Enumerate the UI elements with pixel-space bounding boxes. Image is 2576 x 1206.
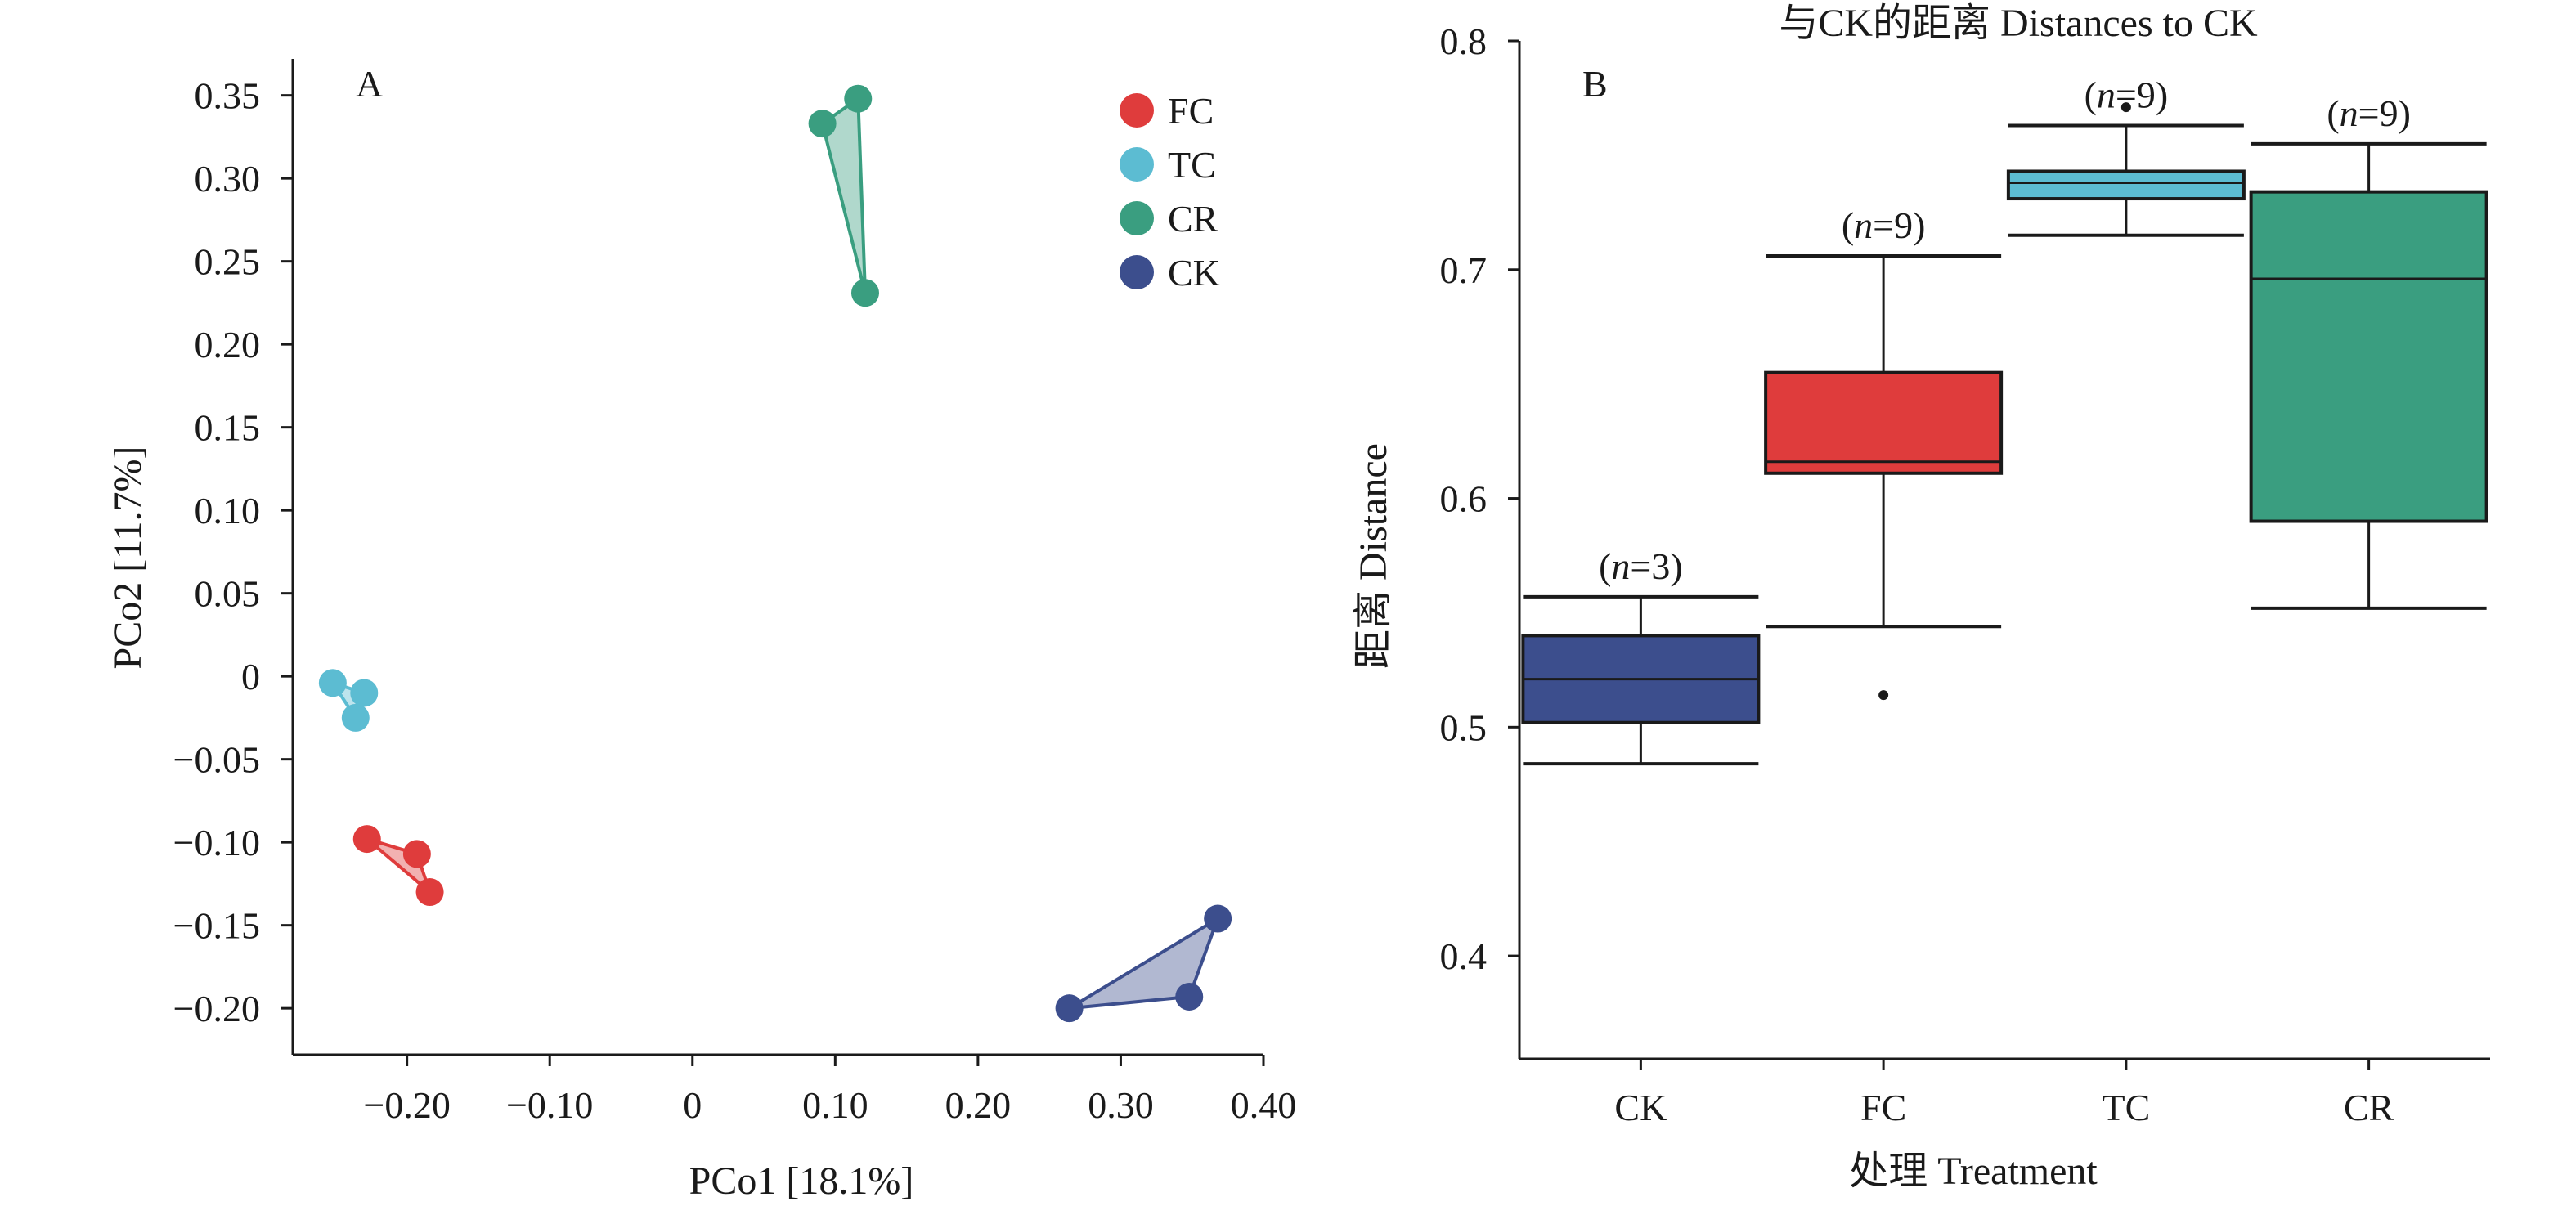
legend-marker-fc [1120, 93, 1154, 128]
chart-title: 与CK的距离 Distances to CK [1779, 2, 2258, 45]
x-tick-label: −0.20 [363, 1084, 450, 1126]
n-label-symbol: n [2340, 92, 2358, 134]
panel-a-pcoa-scatter: −0.20 −0.10 0 0.10 0.20 0.30 0.40 0.35 0.30 0.25 0… [106, 59, 1296, 1203]
point-ck-3 [1204, 904, 1232, 933]
y-tick-label: 0.30 [195, 158, 261, 200]
x-axis-label: PCo1 [18.1%] [689, 1159, 914, 1203]
y-tick-label: 0.4 [1440, 935, 1488, 977]
legend-label-cr: CR [1168, 198, 1218, 240]
box-cr [2249, 190, 2488, 523]
n-label-open-paren: ( [1599, 545, 1611, 587]
x-tick-label-cr: CR [2344, 1087, 2394, 1128]
panel-b-distance-boxplot: (n=3)(n=9)(n=9) (n=9)0.40.50.60.70.8CK FC T… [1352, 2, 2490, 1193]
point-tc-1 [318, 669, 347, 697]
n-label-open-paren: ( [1842, 204, 1854, 246]
y-tick-label: 0.8 [1440, 20, 1488, 62]
n-label-close-paren: ) [2399, 92, 2411, 134]
x-tick-label: 0.40 [1231, 1084, 1297, 1126]
y-tick-label: 0.6 [1440, 478, 1488, 520]
point-cr-2 [844, 84, 873, 113]
n-label-symbol: n [1611, 545, 1630, 587]
point-cr-3 [850, 279, 879, 307]
x-axis-label: 处理 Treatment [1849, 1150, 2098, 1193]
n-label-close-paren: ) [1670, 545, 1682, 587]
hull-cr [820, 96, 867, 295]
y-axis-label: 距离 Distance [1352, 443, 1395, 669]
legend-marker-ck [1120, 255, 1154, 289]
x-tick-label: 0.30 [1088, 1084, 1154, 1126]
box-fc [1764, 370, 2004, 475]
outlier-fc-1 [1878, 690, 1889, 701]
panel-label-a: A [356, 63, 383, 105]
point-tc-3 [341, 703, 370, 732]
n-label-close-paren: ) [1913, 204, 1925, 246]
n-label-value: =9 [2358, 92, 2399, 134]
x-tick-label: −0.10 [506, 1084, 593, 1126]
y-tick-label: 0.10 [195, 490, 261, 531]
y-tick-label: −0.20 [173, 988, 260, 1029]
n-label-open-paren: ( [2085, 74, 2097, 116]
outlier-tc-1 [2120, 102, 2131, 113]
point-cr-1 [808, 110, 837, 138]
point-fc-1 [352, 825, 381, 854]
y-tick-label: 0.35 [195, 75, 261, 117]
y-tick-label: 0 [241, 656, 260, 697]
y-tick-label: 0.5 [1440, 706, 1488, 748]
legend-label-fc: FC [1168, 90, 1214, 132]
legend-label-tc: TC [1168, 144, 1216, 186]
n-label-value: =9 [1873, 204, 1913, 246]
hull-fc [365, 837, 432, 894]
y-tick-label: 0.05 [195, 573, 261, 615]
legend-label-ck: CK [1168, 252, 1220, 294]
n-label-symbol: n [2097, 74, 2116, 116]
y-tick-label: −0.05 [173, 739, 260, 781]
n-label-fc: (n=9) [1842, 204, 1926, 246]
legend-marker-tc [1120, 147, 1154, 182]
x-tick-label: 0 [683, 1084, 702, 1126]
n-label-ck: (n=3) [1599, 545, 1683, 587]
n-label-value: =3 [1630, 545, 1670, 587]
y-tick-label: 0.20 [195, 324, 261, 365]
point-fc-3 [415, 878, 444, 907]
panel-label-b: B [1582, 63, 1608, 105]
x-tick-label: 0.10 [802, 1084, 868, 1126]
point-ck-2 [1175, 982, 1204, 1011]
n-label-cr: (n=9) [2327, 92, 2411, 134]
x-tick-label-fc: FC [1860, 1087, 1906, 1128]
n-label-value: =9 [2116, 74, 2156, 116]
y-tick-label: 0.7 [1440, 249, 1488, 291]
point-ck-1 [1055, 994, 1084, 1023]
n-label-tc: (n=9) [2085, 74, 2169, 116]
x-tick-label-tc: TC [2102, 1087, 2150, 1128]
point-fc-2 [402, 840, 431, 868]
x-tick-label: 0.20 [945, 1084, 1012, 1126]
x-tick-label-ck: CK [1614, 1087, 1667, 1128]
y-tick-label: 0.15 [195, 407, 261, 449]
legend-marker-cr [1120, 201, 1154, 235]
box-tc [2006, 169, 2246, 201]
y-tick-label: −0.15 [173, 905, 260, 947]
n-label-symbol: n [1854, 204, 1873, 246]
n-label-open-paren: ( [2327, 92, 2339, 134]
point-tc-2 [350, 679, 379, 707]
y-axis-label: PCo2 [11.7%] [106, 446, 150, 670]
y-tick-label: −0.10 [173, 822, 260, 863]
y-tick-label: 0.25 [195, 241, 261, 283]
n-label-close-paren: ) [2156, 74, 2168, 116]
